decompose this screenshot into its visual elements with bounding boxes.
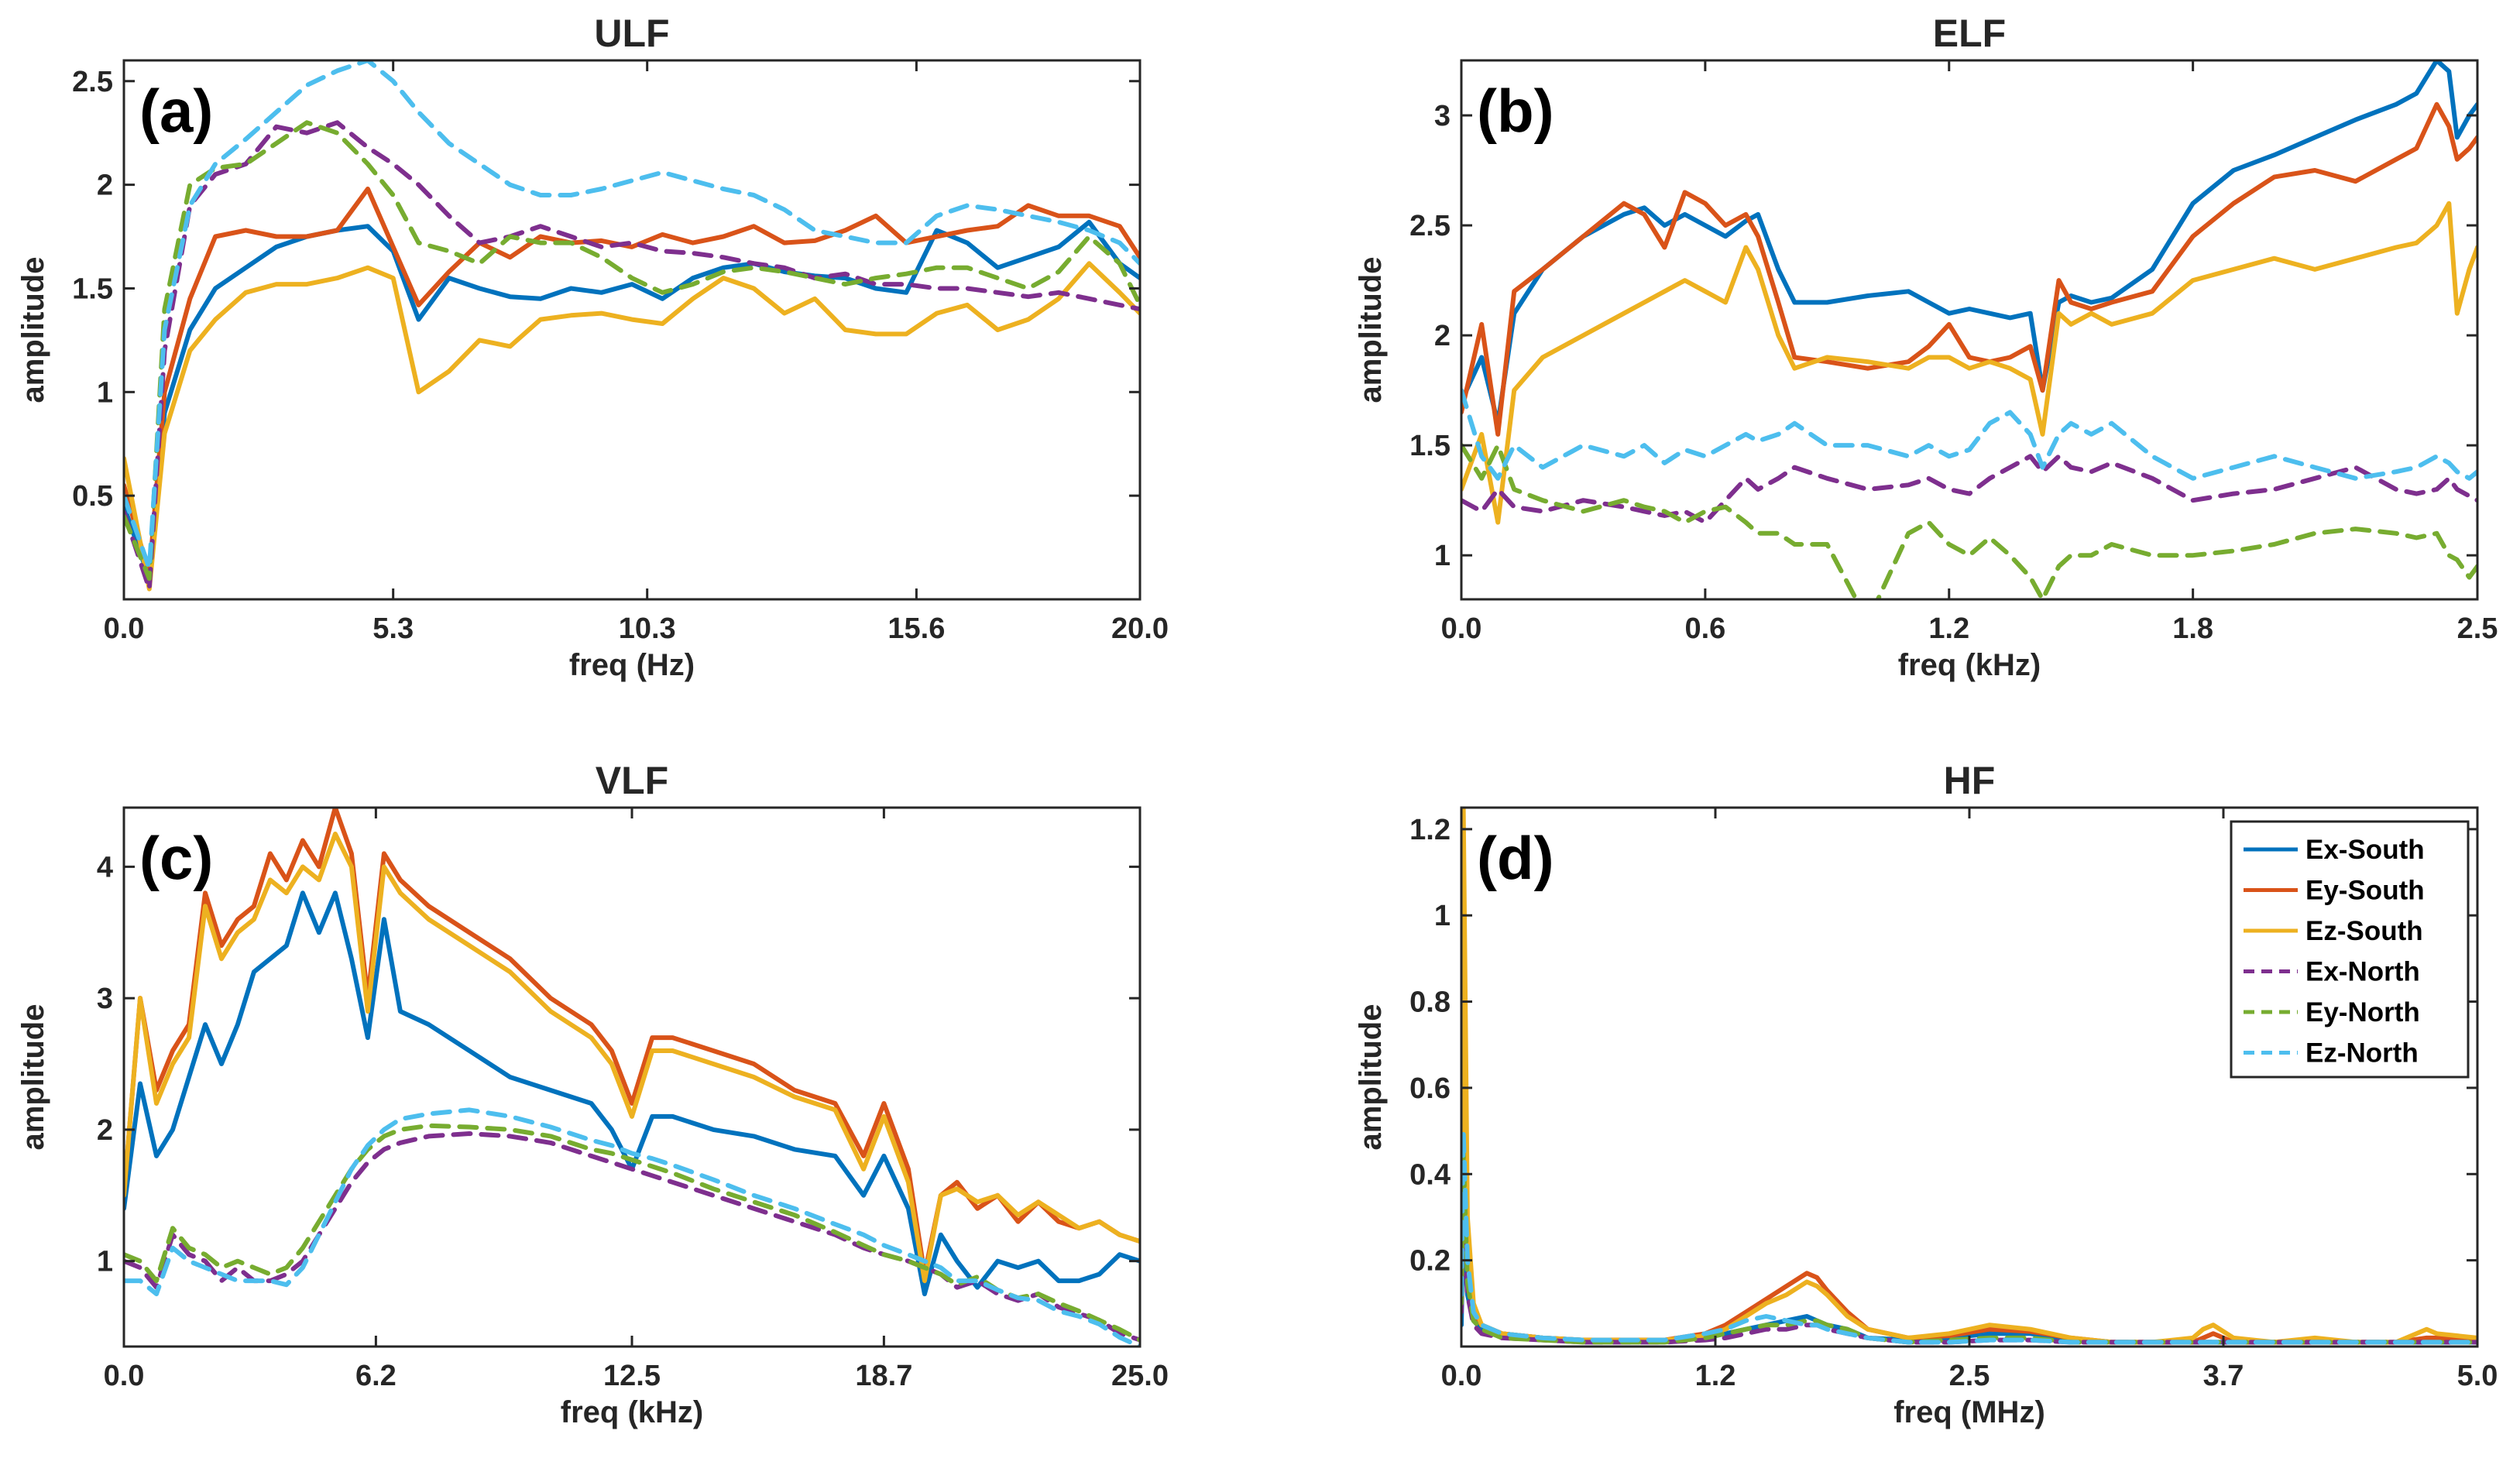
x-tick-label: 6.2: [355, 1360, 397, 1392]
x-axis-label: freq (MHz): [1893, 1395, 2045, 1429]
x-tick-label: 1.2: [1695, 1360, 1736, 1392]
y-tick-label: 3: [97, 983, 113, 1015]
y-tick-label: 0.6: [1409, 1072, 1451, 1105]
x-tick-label: 0.0: [104, 1360, 145, 1392]
x-axis-label: freq (kHz): [561, 1395, 703, 1429]
y-tick-label: 2: [97, 170, 113, 202]
series-line-ez-south: [1461, 201, 2477, 525]
y-tick-label: 0.4: [1409, 1158, 1451, 1191]
chart-title: VLF: [596, 759, 668, 802]
legend-label: Ey-South: [2305, 876, 2425, 906]
x-axis-label: freq (kHz): [1898, 648, 2041, 682]
legend-label: Ey-North: [2305, 997, 2420, 1028]
panel-label: (b): [1477, 77, 1554, 145]
y-axis-label: amplitude: [1354, 1004, 1388, 1151]
legend: Ex-South Ey-South Ez-South Ex-North Ey-North…: [2230, 820, 2470, 1079]
x-tick-label: 15.6: [887, 612, 945, 645]
y-tick-label: 1: [97, 1246, 113, 1278]
series-line-ey-north: [124, 120, 1140, 582]
y-tick-label: 2: [1434, 320, 1451, 352]
x-tick-label: 12.5: [603, 1360, 661, 1392]
legend-box: [2230, 820, 2470, 1079]
y-tick-label: 4: [97, 851, 113, 883]
y-tick-label: 1: [1434, 900, 1451, 932]
x-tick-label: 18.7: [855, 1360, 912, 1392]
legend-label: Ex-South: [2305, 835, 2425, 865]
chart-title: HF: [1944, 759, 1996, 802]
panel-label: (a): [139, 77, 213, 145]
series-line-ex-south: [1461, 60, 2477, 426]
y-tick-label: 1: [97, 376, 113, 409]
y-tick-label: 3: [1434, 100, 1451, 132]
series-line-ex-north: [1461, 454, 2477, 525]
x-tick-label: 5.0: [2457, 1360, 2498, 1392]
x-tick-label: 25.0: [1111, 1360, 1169, 1392]
y-tick-label: 2.5: [72, 66, 113, 98]
x-tick-label: 2.5: [1949, 1360, 1990, 1392]
series-group: [124, 808, 1140, 1347]
y-tick-label: 2.5: [1409, 210, 1451, 242]
series-group: [124, 60, 1140, 592]
y-axis-label: amplitude: [1354, 257, 1388, 403]
x-tick-label: 1.2: [1928, 612, 1969, 645]
y-axis-label: amplitude: [16, 1004, 50, 1151]
panel-label: (d): [1477, 824, 1554, 892]
series-line-ex-south: [124, 219, 1140, 582]
series-line-ey-south: [1461, 101, 2477, 437]
chart-elf: 0.0 0.6 1.2 1.8 2.5 1 1.5 2 2.5 3 ELF freq (kHz) amp…: [1354, 12, 2498, 682]
x-tick-label: 3.7: [2203, 1360, 2244, 1392]
series-group: [1461, 60, 2477, 599]
series-line-ey-south: [124, 808, 1140, 1277]
axes-frame: [122, 59, 1142, 601]
series-line-ez-north: [1461, 388, 2477, 481]
series-line-ez-north: [124, 1107, 1140, 1347]
x-tick-label: 10.3: [619, 612, 676, 645]
series-line-ey-north: [1461, 443, 2477, 599]
x-tick-label: 2.5: [2457, 612, 2498, 645]
y-tick-label: 1.2: [1409, 814, 1451, 846]
series-line-ez-north: [124, 60, 1140, 571]
y-axis-label: amplitude: [16, 257, 50, 403]
panel-label: (c): [139, 824, 213, 892]
plot-area: [1461, 60, 2477, 599]
series-line-ez-south: [124, 832, 1140, 1284]
y-tick-label: 2: [97, 1114, 113, 1147]
legend-label: Ez-North: [2305, 1038, 2419, 1069]
x-tick-label: 0.6: [1684, 612, 1725, 645]
series-line-ex-south: [124, 890, 1140, 1297]
plot-area: [124, 60, 1140, 599]
legend-label: Ex-North: [2305, 957, 2420, 987]
series-line-ez-north: [1461, 1128, 2477, 1345]
legend-label: Ez-South: [2305, 916, 2423, 946]
x-tick-label: 1.8: [2172, 612, 2213, 645]
chart-title: ELF: [1933, 12, 2006, 55]
x-axis-label: freq (Hz): [569, 648, 695, 682]
y-tick-label: 1.5: [72, 273, 113, 305]
chart-title: ULF: [594, 12, 669, 55]
series-group: [1461, 808, 2477, 1345]
y-tick-label: 1: [1434, 540, 1451, 572]
chart-vlf: 0.0 6.2 12.5 18.7 25.0 1 2 3 4 VLF freq (kHz) ampli…: [16, 759, 1169, 1429]
plot-area: [124, 808, 1140, 1347]
x-tick-label: 5.3: [373, 612, 414, 645]
x-tick-label: 0.0: [104, 612, 145, 645]
x-tick-label: 0.0: [1441, 612, 1482, 645]
y-tick-label: 1.5: [1409, 430, 1451, 462]
y-tick-label: 0.8: [1409, 986, 1451, 1019]
axes-frame: [1460, 59, 2479, 601]
series-line-ez-south: [124, 261, 1140, 592]
x-tick-label: 20.0: [1111, 612, 1169, 645]
y-tick-label: 0.2: [1409, 1245, 1451, 1278]
chart-ulf: 0.0 5.3 10.3 15.6 20.0 0.5 1 1.5 2 2.5 ULF freq (Hz…: [16, 12, 1169, 682]
y-tick-label: 0.5: [72, 480, 113, 513]
series-line-ex-north: [124, 120, 1140, 592]
x-tick-label: 0.0: [1441, 1360, 1482, 1392]
